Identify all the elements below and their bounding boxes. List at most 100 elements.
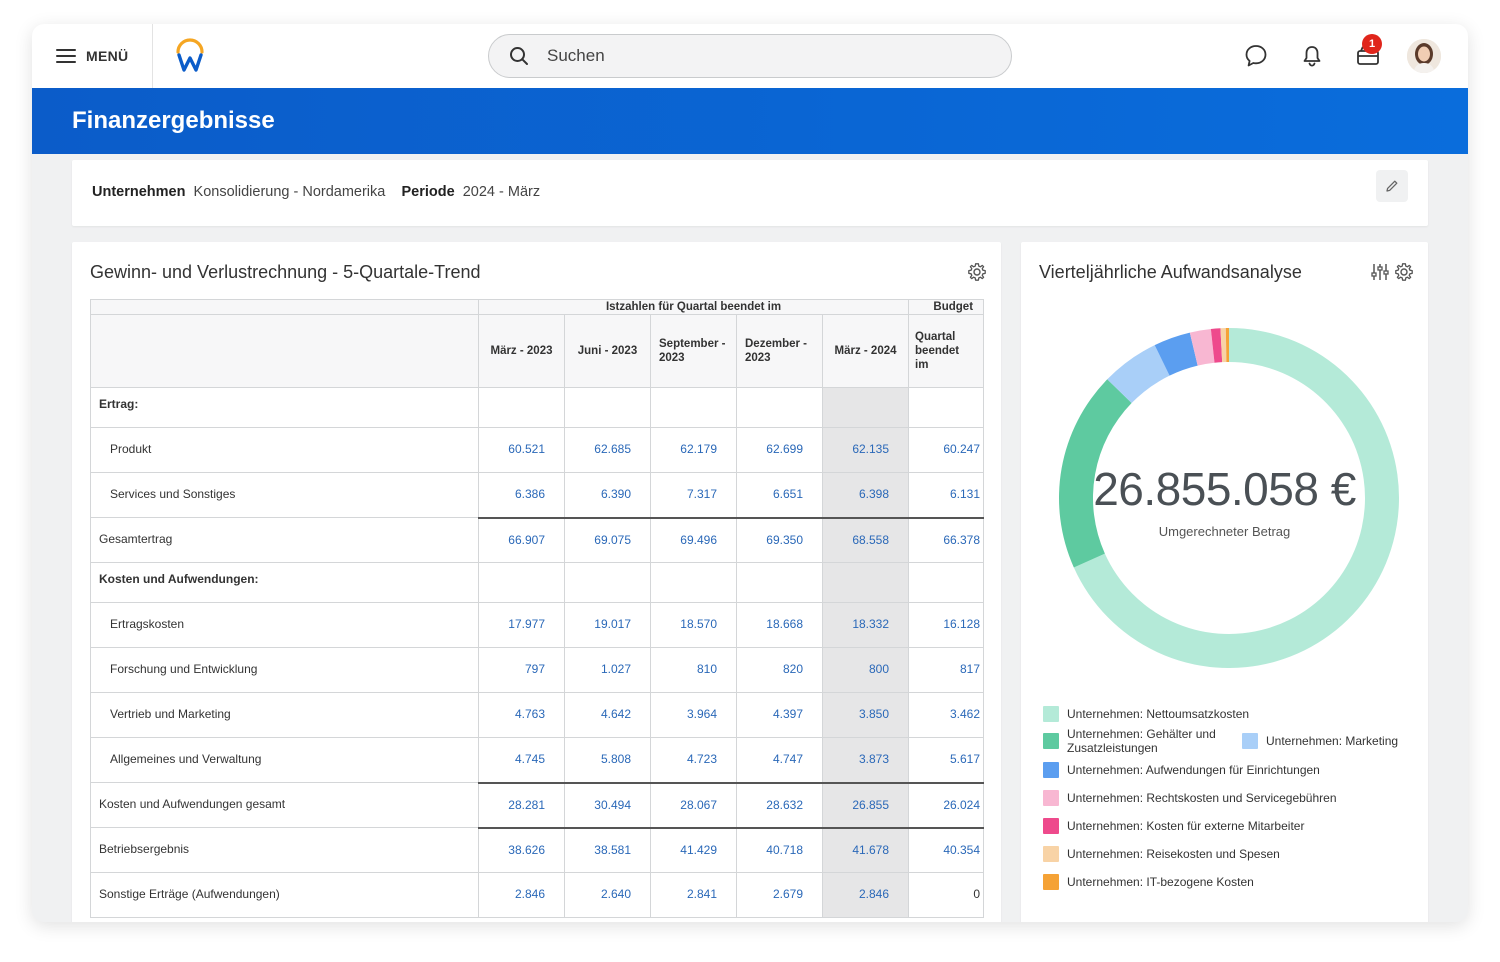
value-cell[interactable]: 41.429	[650, 826, 737, 873]
table-row: Forschung und Entwicklung 797 1.027 810 820 8…	[90, 647, 985, 693]
value-cell[interactable]: 68.558	[821, 516, 910, 563]
value-cell[interactable]: 40.718	[736, 826, 823, 873]
value-cell[interactable]: 3.873	[821, 737, 910, 783]
column-header-dec-2023[interactable]: Dezember - 2023	[736, 314, 823, 388]
value-cell[interactable]: 800	[821, 647, 910, 693]
menu-button[interactable]: MENÜ	[56, 42, 128, 70]
legend-item-net-sales-cost[interactable]: Unternehmen: Nettoumsatzkosten	[1043, 706, 1249, 722]
value-cell[interactable]: 18.570	[650, 602, 737, 648]
column-header-mar-2024[interactable]: März - 2024	[821, 314, 910, 388]
donut-slice-6[interactable]	[1220, 328, 1227, 363]
value-cell[interactable]: 0	[908, 872, 985, 918]
value-cell[interactable]: 3.462	[908, 692, 985, 738]
value-cell[interactable]: 2.640	[564, 872, 651, 918]
value-cell[interactable]: 18.668	[736, 602, 823, 648]
notifications-bell-icon[interactable]	[1298, 42, 1326, 70]
legend-item-facilities[interactable]: Unternehmen: Aufwendungen für Einrichtun…	[1043, 762, 1320, 778]
value-cell[interactable]: 19.017	[564, 602, 651, 648]
value-cell[interactable]: 4.763	[478, 692, 565, 738]
filter-sliders-icon[interactable]	[1370, 262, 1390, 282]
legend-item-salaries[interactable]: Unternehmen: Gehälter und Zusatzleistung…	[1043, 727, 1223, 755]
value-cell[interactable]: 4.723	[650, 737, 737, 783]
value-cell[interactable]: 28.067	[650, 781, 737, 828]
value-cell[interactable]: 62.179	[650, 427, 737, 473]
value-cell[interactable]: 60.247	[908, 427, 985, 473]
donut-slice-5[interactable]	[1210, 328, 1223, 363]
legend-item-marketing[interactable]: Unternehmen: Marketing	[1242, 733, 1398, 749]
value-cell[interactable]: 26.855	[821, 781, 910, 828]
value-cell[interactable]: 4.747	[736, 737, 823, 783]
workday-logo-icon[interactable]	[174, 38, 206, 74]
value-cell[interactable]: 2.846	[821, 872, 910, 918]
value-cell[interactable]: 6.131	[908, 472, 985, 518]
legend-label: Unternehmen: Rechtskosten und Servicegeb…	[1067, 791, 1337, 805]
value-cell[interactable]: 62.685	[564, 427, 651, 473]
gear-icon[interactable]	[1394, 262, 1414, 282]
value-cell[interactable]: 4.745	[478, 737, 565, 783]
value-cell[interactable]: 3.964	[650, 692, 737, 738]
value-cell[interactable]: 6.386	[478, 472, 565, 518]
value-cell[interactable]: 5.617	[908, 737, 985, 783]
donut-slice-7[interactable]	[1225, 328, 1229, 363]
value-cell[interactable]: 7.317	[650, 472, 737, 518]
column-header-sep-2023[interactable]: September - 2023	[650, 314, 737, 388]
donut-slice-4[interactable]	[1189, 328, 1215, 366]
value-cell[interactable]: 66.378	[908, 516, 985, 563]
value-cell[interactable]: 69.350	[736, 516, 823, 563]
value-cell[interactable]: 60.521	[478, 427, 565, 473]
value-cell[interactable]: 26.024	[908, 781, 985, 828]
value-cell[interactable]: 18.332	[821, 602, 910, 648]
column-header-jun-2023[interactable]: Juni - 2023	[564, 314, 651, 388]
value-cell[interactable]: 62.699	[736, 427, 823, 473]
donut-slice-1[interactable]	[1059, 379, 1132, 568]
income-statement-table: Istzahlen für Quartal beendet im Budget …	[90, 299, 985, 918]
value-cell[interactable]: 6.651	[736, 472, 823, 518]
value-cell[interactable]: 4.397	[736, 692, 823, 738]
edit-filters-button[interactable]	[1376, 170, 1408, 202]
value-cell[interactable]: 40.354	[908, 826, 985, 873]
expense-donut-chart[interactable]	[1059, 328, 1399, 668]
search-bar[interactable]	[488, 34, 1012, 78]
value-cell[interactable]: 41.678	[821, 826, 910, 873]
donut-slice-2[interactable]	[1107, 345, 1170, 404]
value-cell[interactable]: 38.626	[478, 826, 565, 873]
chat-icon[interactable]	[1242, 42, 1270, 70]
value-cell[interactable]: 810	[650, 647, 737, 693]
value-cell[interactable]: 69.496	[650, 516, 737, 563]
value-cell[interactable]: 1.027	[564, 647, 651, 693]
value-cell[interactable]: 817	[908, 647, 985, 693]
donut-slice-3[interactable]	[1154, 332, 1198, 376]
legend-item-it[interactable]: Unternehmen: IT-bezogene Kosten	[1043, 874, 1254, 890]
value-cell[interactable]: 4.642	[564, 692, 651, 738]
value-cell[interactable]: 66.907	[478, 516, 565, 563]
legend-item-travel[interactable]: Unternehmen: Reisekosten und Spesen	[1043, 846, 1280, 862]
value-cell[interactable]: 16.128	[908, 602, 985, 648]
value-cell[interactable]: 69.075	[564, 516, 651, 563]
gear-icon[interactable]	[967, 262, 987, 282]
value-cell[interactable]: 820	[736, 647, 823, 693]
value-cell[interactable]: 62.135	[821, 427, 910, 473]
column-header-budget-quarter[interactable]: Quartal beendet im	[908, 314, 985, 388]
value-cell[interactable]: 17.977	[478, 602, 565, 648]
legend-item-legal[interactable]: Unternehmen: Rechtskosten und Servicegeb…	[1043, 790, 1337, 806]
column-header-mar-2023[interactable]: März - 2023	[478, 314, 565, 388]
value-cell[interactable]: 6.390	[564, 472, 651, 518]
period-filter-label: Periode	[401, 184, 455, 200]
value-cell[interactable]: 2.841	[650, 872, 737, 918]
value-cell[interactable]: 797	[478, 647, 565, 693]
value-cell[interactable]: 3.850	[821, 692, 910, 738]
value-cell[interactable]: 30.494	[564, 781, 651, 828]
value-cell[interactable]: 38.581	[564, 826, 651, 873]
user-avatar[interactable]	[1407, 39, 1441, 73]
value-cell[interactable]: 2.679	[736, 872, 823, 918]
group-header-empty	[90, 299, 479, 315]
search-input[interactable]	[547, 46, 947, 66]
value-cell[interactable]: 6.398	[821, 472, 910, 518]
value-cell[interactable]: 2.846	[478, 872, 565, 918]
legend-item-contractors[interactable]: Unternehmen: Kosten für externe Mitarbei…	[1043, 818, 1304, 834]
value-cell[interactable]: 28.632	[736, 781, 823, 828]
value-cell[interactable]: 28.281	[478, 781, 565, 828]
legend-label: Unternehmen: Kosten für externe Mitarbei…	[1067, 819, 1305, 833]
legend-swatch	[1043, 846, 1059, 862]
value-cell[interactable]: 5.808	[564, 737, 651, 783]
